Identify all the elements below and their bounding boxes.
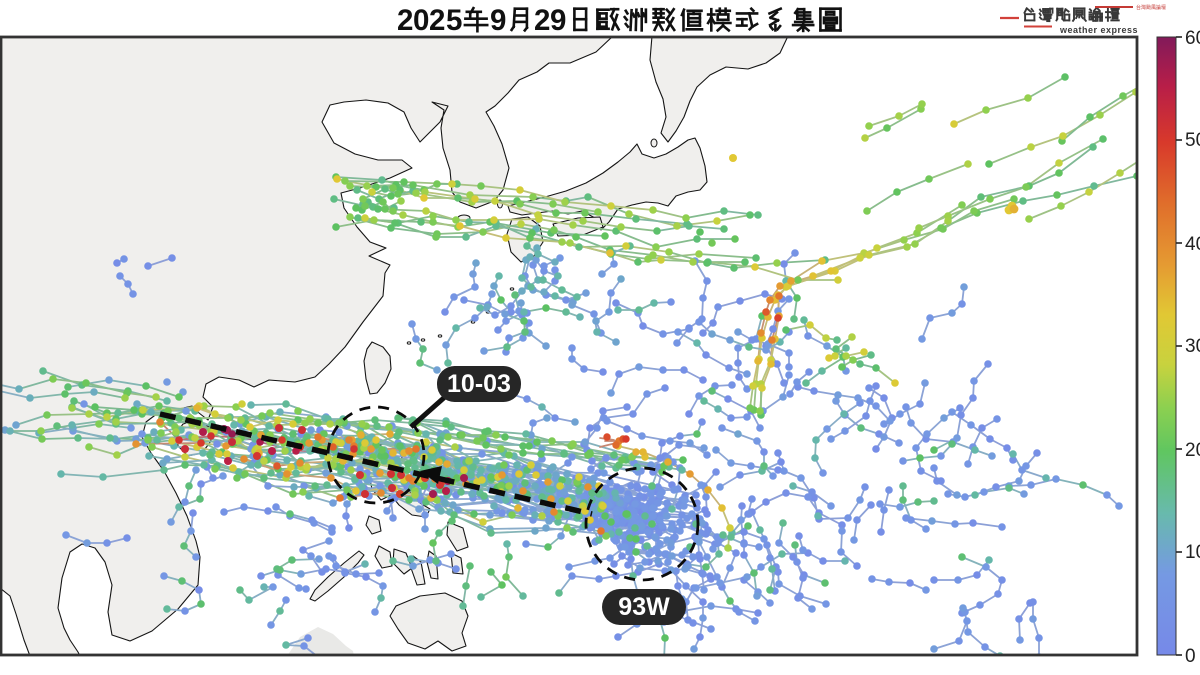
svg-text:30: 30 bbox=[1185, 336, 1200, 357]
svg-text:93W: 93W bbox=[618, 593, 670, 621]
svg-text:2: 2 bbox=[397, 4, 413, 37]
svg-text:5: 5 bbox=[446, 4, 462, 37]
svg-text:10: 10 bbox=[1185, 542, 1200, 563]
svg-text:10-03: 10-03 bbox=[447, 370, 511, 398]
svg-text:9: 9 bbox=[490, 4, 506, 37]
svg-text:20: 20 bbox=[1185, 440, 1200, 461]
svg-text:2: 2 bbox=[534, 4, 550, 37]
svg-text:9: 9 bbox=[550, 4, 566, 37]
svg-text:50: 50 bbox=[1185, 130, 1200, 151]
svg-text:台灣颱風論壇: 台灣颱風論壇 bbox=[1136, 4, 1166, 11]
svg-text:weather express: weather express bbox=[1059, 25, 1138, 35]
svg-text:2: 2 bbox=[429, 4, 445, 37]
svg-text:0: 0 bbox=[1185, 646, 1196, 667]
svg-text:60: 60 bbox=[1185, 28, 1200, 49]
svg-text:0: 0 bbox=[413, 4, 429, 37]
svg-text:40: 40 bbox=[1185, 234, 1200, 255]
